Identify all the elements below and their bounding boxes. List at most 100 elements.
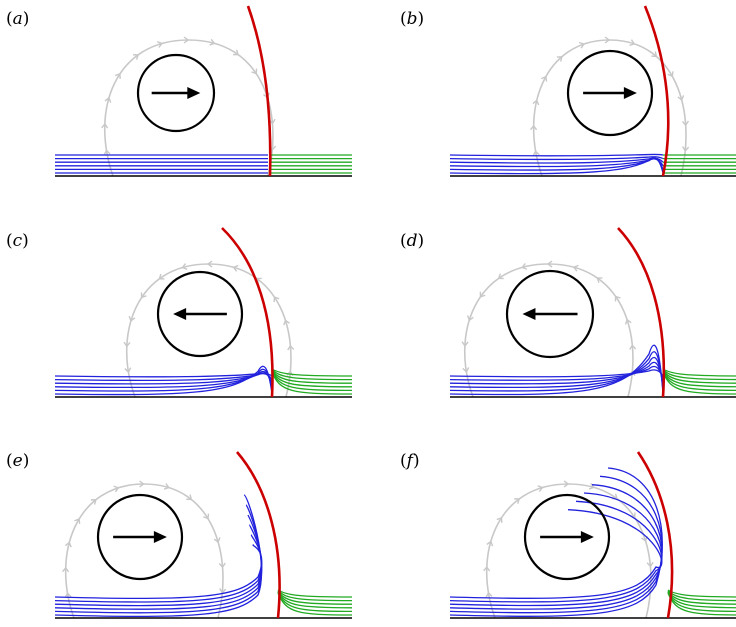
left-fluid-streamline xyxy=(449,475,663,614)
orbit-arrowhead xyxy=(124,367,132,374)
left-fluid-streamline xyxy=(54,514,263,610)
right-fluid-streamline xyxy=(662,369,736,384)
interface-curve xyxy=(643,5,670,177)
orbit-arrowhead xyxy=(629,344,637,350)
orbit-arrowhead xyxy=(483,565,491,572)
panel-label-c: (c) xyxy=(6,231,29,251)
cylinder-circle xyxy=(156,270,244,358)
motion-arrow-head xyxy=(187,87,201,99)
left-fluid-streamline xyxy=(449,369,664,378)
orbit-arrowhead xyxy=(181,263,188,270)
motion-arrow-head xyxy=(580,531,594,543)
left-fluid-streamline xyxy=(449,351,664,392)
orbit-arrowhead xyxy=(588,482,595,490)
panel-e xyxy=(54,451,353,619)
orbit-arrowhead xyxy=(556,56,563,62)
motion-arrow-head xyxy=(623,87,637,99)
orbit-arrowhead xyxy=(682,146,690,152)
left-fluid-streamline xyxy=(449,158,664,171)
panel-b xyxy=(449,5,736,177)
orbit-arrowhead xyxy=(203,513,210,520)
orbit-arrowhead xyxy=(681,120,690,127)
orbit-arrowhead xyxy=(183,36,190,44)
orbit-arrowhead xyxy=(104,96,112,103)
orbit-arrowhead xyxy=(537,485,544,492)
panel-label-d: (d) xyxy=(400,231,424,251)
cylinder-circle xyxy=(566,49,654,137)
left-fluid-streamline xyxy=(449,484,663,610)
orbit-arrowhead xyxy=(677,95,685,102)
motion-arrow-head xyxy=(153,531,167,543)
right-fluid-streamline xyxy=(662,371,736,392)
left-fluid-streamline xyxy=(449,158,664,168)
orbit-arrowhead xyxy=(485,591,493,598)
orbit-arrowhead xyxy=(133,54,140,60)
interface-curve xyxy=(246,5,272,177)
orbit-arrowhead xyxy=(103,149,111,156)
cylinder-circle xyxy=(96,493,184,581)
orbit-arrowhead xyxy=(113,485,120,493)
panel-a xyxy=(55,5,352,177)
orbit-arrowhead xyxy=(273,296,280,303)
panel-d xyxy=(449,227,736,398)
orbit-arrowhead xyxy=(114,72,121,79)
cylinder-circle xyxy=(523,493,611,581)
orbit-arrowhead xyxy=(287,344,295,351)
left-fluid-streamline xyxy=(54,524,263,607)
right-fluid-streamline xyxy=(271,371,353,395)
orbit-arrowhead xyxy=(541,75,548,82)
right-fluid-streamline xyxy=(662,371,736,395)
left-fluid-streamline xyxy=(54,544,263,600)
orbit-arrowhead xyxy=(466,315,474,322)
cylinder-circle xyxy=(505,269,595,359)
orbit-arrowhead xyxy=(462,367,470,373)
left-fluid-streamline xyxy=(449,467,663,617)
orbit-arrowhead xyxy=(139,480,145,488)
orbit-arrowhead xyxy=(563,480,570,488)
orbit-arrowhead xyxy=(158,273,165,280)
left-fluid-streamline xyxy=(449,157,664,164)
orbit-arrowhead xyxy=(101,122,109,129)
left-fluid-streamline xyxy=(449,492,663,607)
orbit-arrowhead xyxy=(624,318,632,325)
panel-f xyxy=(449,451,736,619)
orbit-arrowhead xyxy=(486,540,494,547)
orbit-arrowhead xyxy=(596,277,603,284)
orbit-arrowhead xyxy=(646,561,654,568)
orbit-arrowhead xyxy=(233,49,239,56)
right-fluid-streamline xyxy=(271,368,353,377)
panel-label-a: (a) xyxy=(6,9,29,29)
orbit-arrowhead xyxy=(461,341,469,347)
panel-label-e: (e) xyxy=(6,451,29,471)
cylinder-circle xyxy=(136,53,216,133)
orbit-arrowhead xyxy=(74,517,81,525)
interface-curve xyxy=(617,227,666,398)
right-fluid-streamline xyxy=(271,369,353,381)
left-fluid-streamline xyxy=(54,534,263,603)
orbit-arrowhead xyxy=(64,592,72,599)
orbit-arrowhead xyxy=(530,124,538,131)
interface-curve xyxy=(221,227,274,398)
panel-c xyxy=(54,227,353,398)
orbit-arrowhead xyxy=(251,68,258,75)
orbit-arrowhead xyxy=(123,341,131,348)
left-fluid-streamline xyxy=(449,509,663,599)
panel-label-f: (f) xyxy=(400,451,420,471)
orbit-arrowhead xyxy=(213,537,221,544)
orbit-arrowhead xyxy=(629,39,636,47)
orbit-arrowhead xyxy=(479,291,486,298)
orbit-arrowhead xyxy=(578,41,586,49)
left-fluid-streamline xyxy=(54,372,273,378)
orbit-arrowhead xyxy=(186,494,193,501)
left-fluid-streamline xyxy=(54,504,263,614)
orbit-arrowhead xyxy=(232,264,239,272)
left-fluid-streamline xyxy=(449,500,663,603)
orbit-arrowhead xyxy=(604,36,611,44)
right-fluid-streamline xyxy=(271,371,353,392)
right-fluid-streamline xyxy=(662,368,736,377)
orbit-arrowhead xyxy=(667,71,674,78)
orbit-arrowhead xyxy=(64,541,72,548)
orbit-arrowhead xyxy=(514,498,521,504)
orbit-arrowhead xyxy=(156,41,164,48)
left-fluid-streamline xyxy=(449,153,664,157)
